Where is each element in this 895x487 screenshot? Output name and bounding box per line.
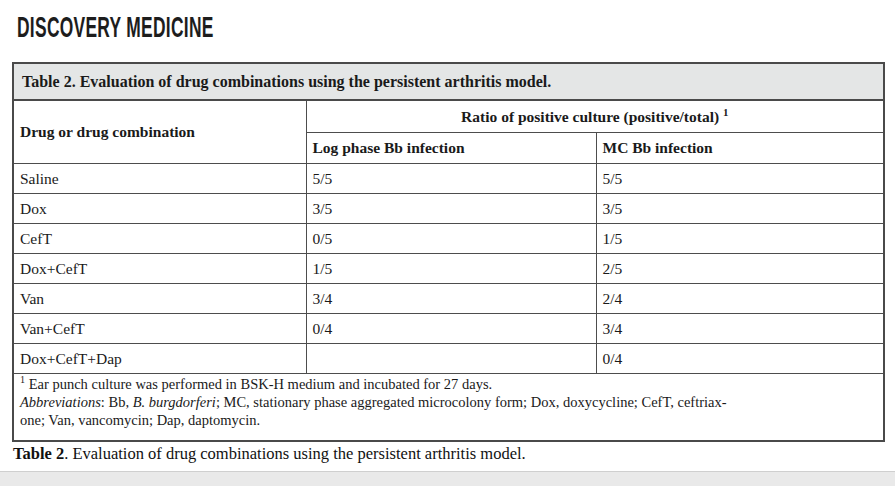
- table-title: Table 2. Evaluation of drug combinations…: [13, 63, 884, 100]
- table-header-row-group: Drug or drug combination Ratio of positi…: [13, 100, 884, 133]
- journal-logo: DISCOVERY MEDICINE: [17, 12, 214, 42]
- footnote-marker: 1: [20, 374, 25, 385]
- table-footnote: 1 Ear punch culture was performed in BSK…: [13, 374, 884, 442]
- table-caption: Table 2. Evaluation of drug combinations…: [13, 444, 526, 464]
- drug-cell: Van: [13, 284, 306, 314]
- table-row: Van+CefT 0/4 3/4: [13, 314, 884, 344]
- abbrev-segment: one; Van, vancomycin; Dap, daptomycin.: [20, 412, 260, 428]
- col-header-ratio-group: Ratio of positive culture (positive/tota…: [306, 100, 884, 133]
- log-phase-cell: 3/4: [306, 284, 596, 314]
- mc-cell: 0/4: [596, 344, 884, 374]
- col-header-drug: Drug or drug combination: [13, 100, 306, 164]
- table-row: Dox 3/5 3/5: [13, 194, 884, 224]
- drug-cell: CefT: [13, 224, 306, 254]
- table-row: Dox+CefT+Dap 0/4: [13, 344, 884, 374]
- abbrev-segment: ; MC, stationary phase aggregated microc…: [216, 394, 727, 410]
- drug-cell: Dox+CefT: [13, 254, 306, 284]
- drug-cell: Saline: [13, 164, 306, 194]
- ratio-group-label: Ratio of positive culture (positive/tota…: [461, 108, 719, 125]
- drug-cell: Van+CefT: [13, 314, 306, 344]
- log-phase-cell: 3/5: [306, 194, 596, 224]
- mc-cell: 2/4: [596, 284, 884, 314]
- drug-cell: Dox: [13, 194, 306, 224]
- mc-cell: 1/5: [596, 224, 884, 254]
- mc-cell: 3/5: [596, 194, 884, 224]
- table-title-row: Table 2. Evaluation of drug combinations…: [13, 63, 884, 100]
- table-row: Saline 5/5 5/5: [13, 164, 884, 194]
- table-row: Van 3/4 2/4: [13, 284, 884, 314]
- footnote-abbreviations: Abbreviations: Bb, B. burgdorferi; MC, s…: [20, 394, 877, 430]
- table-row: CefT 0/5 1/5: [13, 224, 884, 254]
- mc-cell: 2/5: [596, 254, 884, 284]
- caption-text: . Evaluation of drug combinations using …: [64, 444, 525, 463]
- abbrev-segment: : Bb,: [101, 394, 133, 410]
- footnote-line-1: 1 Ear punch culture was performed in BSK…: [20, 376, 877, 394]
- log-phase-cell: 0/5: [306, 224, 596, 254]
- log-phase-cell: 5/5: [306, 164, 596, 194]
- mc-cell: 5/5: [596, 164, 884, 194]
- species-name: B. burgdorferi: [133, 394, 216, 410]
- log-phase-cell: [306, 344, 596, 374]
- table-container: Table 2. Evaluation of drug combinations…: [12, 62, 885, 442]
- table-row: Dox+CefT 1/5 2/5: [13, 254, 884, 284]
- caption-label: Table 2: [13, 444, 64, 463]
- drug-combination-table: Table 2. Evaluation of drug combinations…: [12, 62, 885, 442]
- footnote-text: Ear punch culture was performed in BSK-H…: [29, 376, 492, 392]
- abbreviations-label: Abbreviations: [20, 394, 101, 410]
- col-header-log-phase: Log phase Bb infection: [306, 133, 596, 164]
- drug-cell: Dox+CefT+Dap: [13, 344, 306, 374]
- ratio-group-footnote-marker: 1: [723, 105, 728, 117]
- table-footnote-row: 1 Ear punch culture was performed in BSK…: [13, 374, 884, 442]
- log-phase-cell: 1/5: [306, 254, 596, 284]
- mc-cell: 3/4: [596, 314, 884, 344]
- log-phase-cell: 0/4: [306, 314, 596, 344]
- col-header-mc: MC Bb infection: [596, 133, 884, 164]
- page-bottom-bar: [0, 471, 895, 486]
